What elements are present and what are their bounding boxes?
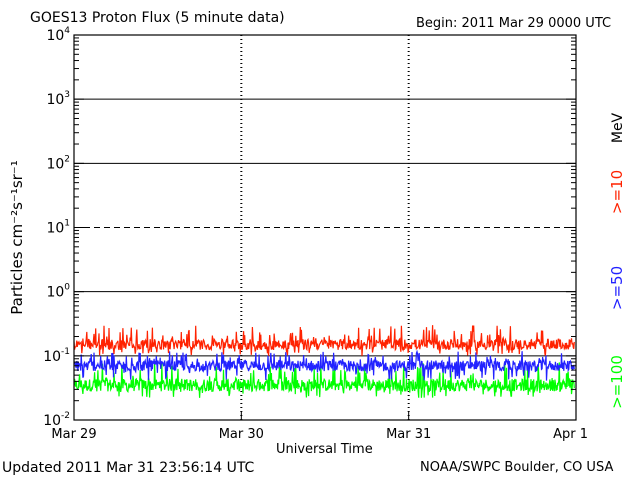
x-axis-label: Universal Time [276,442,373,457]
x-tick-label: Mar 30 [219,427,264,442]
legend-entry-50: >=50 [608,266,626,310]
y-tick-label: 103 [46,90,70,108]
chart-title: GOES13 Proton Flux (5 minute data) [30,10,285,26]
updated-label: Updated 2011 Mar 31 23:56:14 UTC [2,460,255,476]
y-tick-label: 104 [46,26,70,44]
y-tick-label: 10-1 [43,347,70,365]
y-tick-label: 101 [46,219,70,237]
x-tick-label: Mar 31 [386,427,431,442]
y-tick-label: 102 [46,154,70,172]
x-tick-label: Mar 29 [51,427,96,442]
series-line-100 [73,362,575,398]
credit-label: NOAA/SWPC Boulder, CO USA [420,460,614,475]
series-line-10 [73,325,575,356]
x-tick-label: Apr 1 [553,427,588,442]
y-tick-label: 100 [46,283,70,301]
begin-label: Begin: 2011 Mar 29 0000 UTC [416,16,612,31]
legend-entry-10: >=10 [608,170,626,214]
legend-entry-100: >=100 [608,355,626,409]
series-line-50 [73,349,575,381]
legend-unit: MeV [610,112,626,143]
y-tick-label: 10-2 [43,411,70,429]
y-axis-label: Particles cm⁻²s⁻¹sr⁻¹ [8,160,26,314]
